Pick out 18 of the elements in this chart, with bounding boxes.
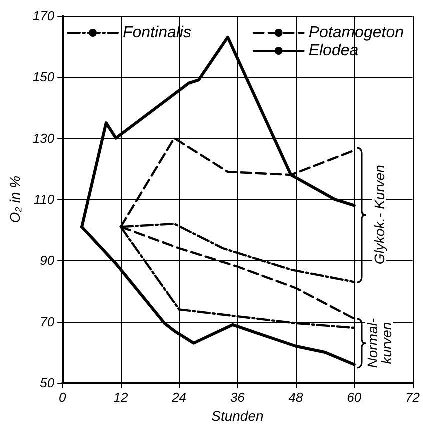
y-tick-label: 90: [40, 253, 56, 268]
y-tick-label: 130: [32, 130, 56, 146]
x-tick-label: 24: [171, 390, 187, 406]
y-tick-label: 110: [34, 192, 56, 208]
y-tick-label: 70: [40, 314, 56, 330]
y-tick-label: 150: [32, 70, 56, 85]
x-tick-label: 0: [58, 390, 67, 406]
x-tick-label: 72: [406, 390, 421, 406]
x-tick-label: 36: [230, 390, 246, 406]
x-tick-label: 12: [114, 390, 129, 406]
y-tick-label: 170: [32, 8, 56, 24]
y-tick-label: 50: [40, 376, 56, 391]
x-tick-label: 60: [347, 390, 362, 406]
x-tick-label: 48: [288, 390, 304, 406]
annotation: Normal- kurven: [364, 318, 394, 368]
x-axis-title: Stunden: [212, 408, 264, 424]
annotation: Glykok.- Kurven: [371, 164, 388, 265]
y-axis-title: O₂ in %: [7, 176, 23, 224]
